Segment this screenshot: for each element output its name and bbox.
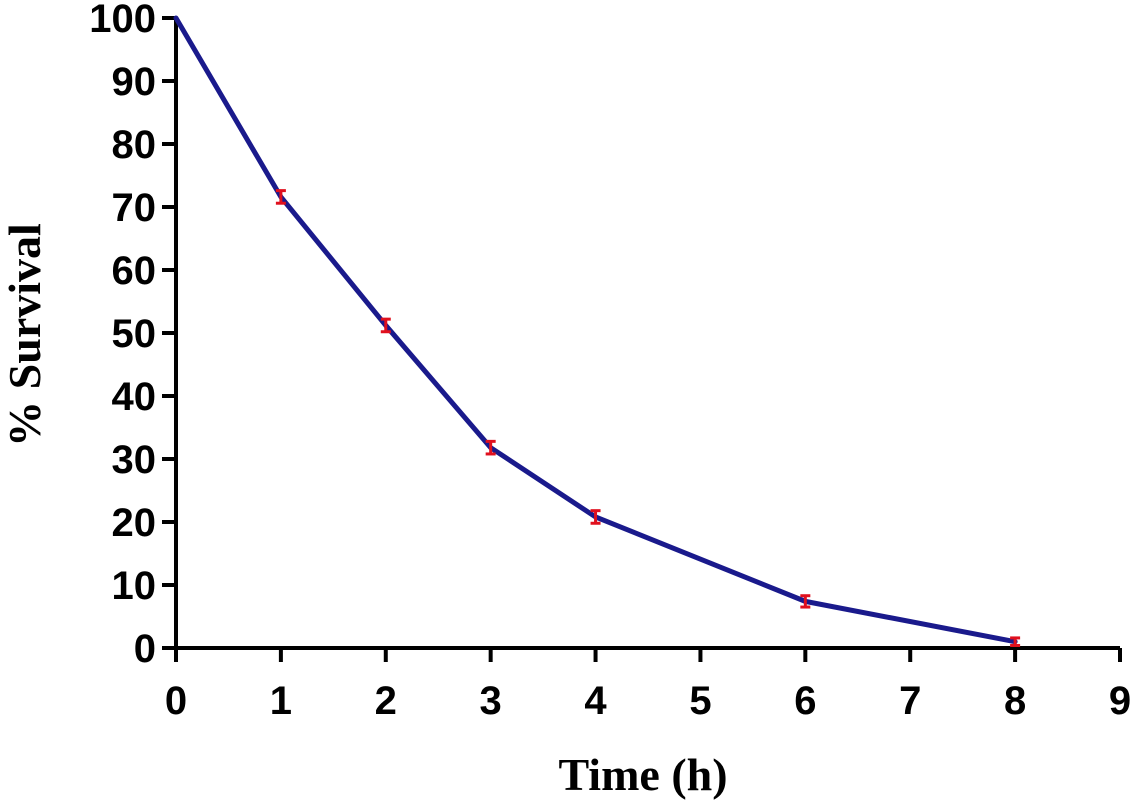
- y-tick-label: 0: [134, 627, 156, 671]
- x-axis-ticks: 0 1 2 3 4 5 6 7 8 9: [165, 648, 1131, 723]
- x-axis-title: Time (h): [558, 749, 727, 800]
- x-tick-label: 7: [899, 679, 921, 723]
- y-tick-label: 10: [112, 564, 157, 608]
- y-tick-label: 80: [112, 123, 157, 167]
- y-tick-label: 100: [89, 0, 156, 41]
- x-tick-label: 1: [270, 679, 292, 723]
- x-tick-label: 2: [375, 679, 397, 723]
- y-axis-ticks: 0 10 20 30 40 50 60 70 80 90 100: [89, 0, 176, 671]
- y-tick-label: 50: [112, 312, 157, 356]
- x-tick-label: 8: [1004, 679, 1026, 723]
- x-tick-label: 9: [1109, 679, 1131, 723]
- y-tick-label: 90: [112, 60, 157, 104]
- y-tick-label: 20: [112, 501, 157, 545]
- data-series: [173, 15, 1021, 647]
- x-tick-label: 0: [165, 679, 187, 723]
- x-tick-label: 4: [584, 679, 607, 723]
- y-axis-title: % Survival: [0, 223, 50, 447]
- error-bar: [275, 189, 286, 205]
- y-tick-label: 70: [112, 186, 157, 230]
- error-bar: [800, 594, 811, 609]
- survival-line: [173, 15, 1018, 645]
- y-tick-label: 60: [112, 249, 157, 293]
- y-tick-label: 30: [112, 438, 157, 482]
- axes: 0 1 2 3 4 5 6 7 8 9 0 10 20 30 40 50 60 70 80 90 100: [89, 0, 1131, 723]
- error-bar: [380, 317, 391, 334]
- error-bar: [590, 509, 601, 525]
- error-bar: [485, 439, 496, 456]
- y-tick-label: 40: [112, 375, 157, 419]
- x-tick-label: 5: [689, 679, 711, 723]
- x-tick-label: 3: [480, 679, 502, 723]
- error-bar: [1010, 636, 1021, 647]
- x-tick-label: 6: [794, 679, 816, 723]
